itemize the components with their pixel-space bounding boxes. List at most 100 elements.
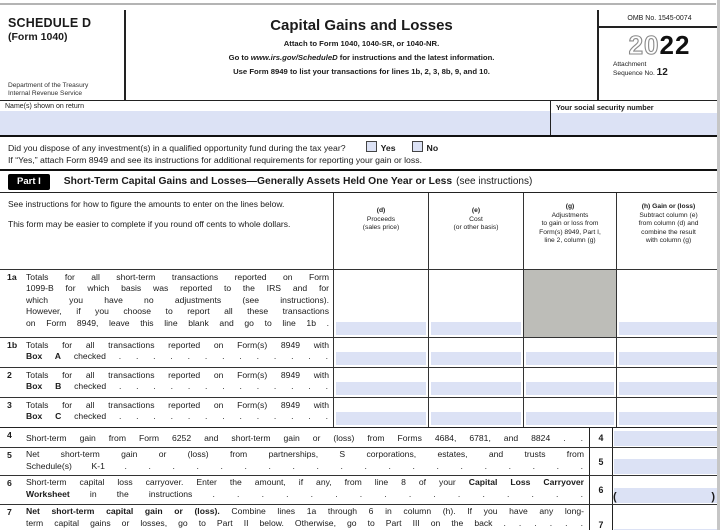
- line3-gain-input[interactable]: [619, 412, 718, 425]
- line2-cost-input[interactable]: [431, 382, 521, 395]
- irs-url-link[interactable]: www.irs.gov/ScheduleD: [250, 53, 338, 62]
- line4-amount-cell: [613, 428, 720, 447]
- line7-text: Net short-term capital gain or (loss). C…: [26, 506, 584, 528]
- line1a-cost-cell: [428, 269, 523, 337]
- line4-box-number: 4: [589, 428, 613, 447]
- form-title: Capital Gains and Losses: [270, 17, 453, 34]
- line1a-gain-input[interactable]: [619, 322, 718, 335]
- line6-number: 6: [7, 478, 12, 488]
- line4-text: Short-term gain from Form 6252 and short…: [26, 433, 584, 443]
- line1a-gain-cell: [616, 269, 720, 337]
- line1b-proceeds-cell: [333, 337, 428, 367]
- line3-gain-cell: [616, 397, 720, 427]
- line3-description: 3 Totals for all transactions reported o…: [0, 397, 333, 427]
- line1a-proceeds-cell: [333, 269, 428, 337]
- line6-box-number: 6: [589, 476, 613, 504]
- ssn-label: Your social security number: [556, 103, 654, 112]
- yes-checkbox[interactable]: [365, 141, 377, 152]
- leader-dots: . . . . . . . . . . . . . . . . . . . .: [124, 460, 584, 471]
- line3-proceeds-input[interactable]: [336, 412, 426, 425]
- name-input[interactable]: [0, 111, 550, 135]
- line1a-proceeds-input[interactable]: [336, 322, 426, 335]
- line1a-description: 1a Totals for all short-term transaction…: [0, 269, 333, 337]
- agency-line2: Internal Revenue Service: [8, 90, 83, 97]
- line1b-gain-input[interactable]: [619, 352, 718, 365]
- line3-cost-input[interactable]: [431, 412, 521, 425]
- line5-text: Net short-term gain or (loss) from partn…: [26, 449, 584, 471]
- line3-text: Totals for all transactions reported on …: [26, 400, 329, 422]
- line3-adjustments-input[interactable]: [526, 412, 614, 425]
- line1a-adjustments-blocked-cell: [523, 269, 616, 337]
- qof-question-line: Did you dispose of any investment(s) in …: [8, 141, 712, 154]
- line1a-text: Totals for all short-term transactions r…: [26, 272, 329, 328]
- line6-text: Short-term capital loss carryover. Enter…: [26, 477, 584, 499]
- line6-row: 6 Short-term capital loss carryover. Ent…: [0, 476, 720, 505]
- line1b-gain-cell: [616, 337, 720, 367]
- line6-amount-input[interactable]: [614, 488, 720, 503]
- line1b-proceeds-input[interactable]: [336, 352, 426, 365]
- header-center-block: Capital Gains and Losses Attach to Form …: [124, 10, 599, 100]
- line2-gain-input[interactable]: [619, 382, 718, 395]
- line2-adjustments-input[interactable]: [526, 382, 614, 395]
- short-term-table: See instructions for how to figure the a…: [0, 193, 720, 428]
- table-intro-1: See instructions for how to figure the a…: [8, 199, 285, 209]
- no-label: No: [426, 143, 439, 153]
- line1b-adjustments-cell: [523, 337, 616, 367]
- agency-line1: Department of the Treasury: [8, 82, 89, 89]
- line1b-text: Totals for all transactions reported on …: [26, 340, 329, 362]
- line4-amount-input[interactable]: [614, 431, 720, 446]
- goto-post: for instructions and the latest informat…: [337, 53, 495, 62]
- goto-instruction: Go to www.irs.gov/ScheduleD for instruct…: [126, 53, 597, 62]
- leader-dots: . . . . . . . . . . . . . . . .: [212, 488, 584, 499]
- table-intro-cell: See instructions for how to figure the a…: [0, 193, 333, 269]
- line6-amount-cell: ( ): [613, 476, 720, 504]
- col-header-adjustments: (g) Adjustments to gain or loss from Form…: [523, 193, 616, 269]
- line3-number: 3: [7, 400, 12, 410]
- line1b-number: 1b: [7, 340, 18, 350]
- header-right-block: OMB No. 1545-0074 2022 Attachment Sequen…: [599, 10, 720, 100]
- line7-amount-cell: [613, 505, 720, 530]
- ssn-input[interactable]: [551, 113, 720, 135]
- loss-paren-close: ): [711, 491, 715, 503]
- identity-row: Name(s) shown on return Your social secu…: [0, 100, 720, 137]
- part1-badge: Part I: [8, 173, 50, 190]
- line2-number: 2: [7, 370, 12, 380]
- leader-dots: . . . . . .: [503, 517, 584, 528]
- line3-cost-cell: [428, 397, 523, 427]
- part1-title: Short-Term Capital Gains and Losses—Gene…: [63, 176, 453, 187]
- line3-adjustments-cell: [523, 397, 616, 427]
- use-form-instruction: Use Form 8949 to list your transactions …: [233, 67, 490, 76]
- line2-adjustments-cell: [523, 367, 616, 397]
- line1b-cost-input[interactable]: [431, 352, 521, 365]
- yes-label: Yes: [380, 143, 396, 153]
- no-checkbox[interactable]: [411, 141, 423, 152]
- line2-cost-cell: [428, 367, 523, 397]
- header-left-block: SCHEDULE D (Form 1040) Department of the…: [0, 10, 124, 100]
- line2-proceeds-input[interactable]: [336, 382, 426, 395]
- top-rule: [0, 3, 716, 5]
- part1-header: Part I Short-Term Capital Gains and Loss…: [0, 169, 720, 193]
- line5-row: 5 Net short-term gain or (loss) from par…: [0, 448, 720, 476]
- name-cell: Name(s) shown on return: [0, 101, 550, 135]
- col-header-gain-loss: (h) Gain or (loss) Subtract column (e) fr…: [616, 193, 720, 269]
- sequence-number: 12: [656, 66, 668, 78]
- qof-note: If “Yes,” attach Form 8949 and see its i…: [8, 155, 422, 165]
- col-header-cost: (e) Cost (or other basis): [428, 193, 523, 269]
- part1-note: (see instructions): [456, 176, 533, 187]
- agency-label: Department of the Treasury Internal Reve…: [8, 82, 120, 98]
- line7-row: 7 Net short-term capital gain or (loss).…: [0, 505, 720, 530]
- line1a-cost-input[interactable]: [431, 322, 521, 335]
- line1b-adjustments-input[interactable]: [526, 352, 614, 365]
- qof-question-text: Did you dispose of any investment(s) in …: [8, 143, 346, 153]
- goto-pre: Go to: [228, 53, 251, 62]
- short-term-summary-rows: 4 Short-term gain from Form 6252 and sho…: [0, 428, 720, 530]
- form-number-label: (Form 1040): [8, 31, 68, 43]
- qof-question: Did you dispose of any investment(s) in …: [0, 137, 720, 169]
- line5-amount-input[interactable]: [614, 459, 720, 474]
- schedule-label: SCHEDULE D: [8, 16, 92, 30]
- line5-number: 5: [7, 450, 12, 460]
- tax-year-suffix: 22: [659, 30, 691, 60]
- sequence-label: Sequence No.: [613, 69, 655, 77]
- attach-instruction: Attach to Form 1040, 1040-SR, or 1040-NR…: [283, 39, 440, 48]
